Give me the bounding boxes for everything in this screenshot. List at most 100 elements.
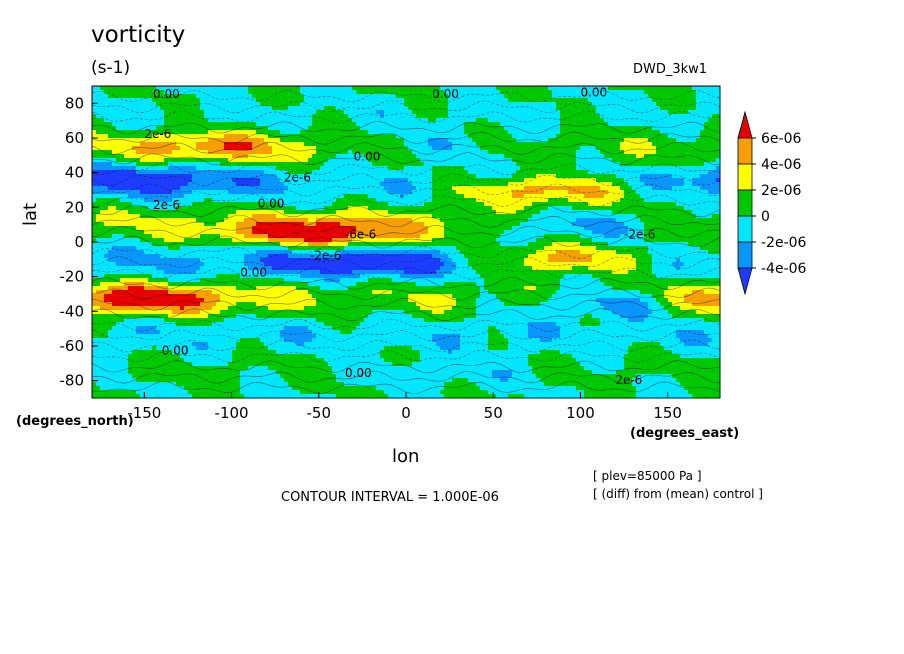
heatmap-cell bbox=[284, 182, 289, 187]
heatmap-cell bbox=[92, 210, 97, 215]
heatmap-cell bbox=[352, 122, 357, 127]
heatmap-cell bbox=[680, 158, 685, 163]
heatmap-cell bbox=[696, 194, 701, 199]
heatmap-cell bbox=[404, 190, 409, 195]
heatmap-cell bbox=[276, 190, 281, 195]
heatmap-cell bbox=[244, 190, 249, 195]
heatmap-cell bbox=[520, 126, 525, 131]
heatmap-cell bbox=[700, 150, 705, 155]
heatmap-cell bbox=[584, 130, 589, 135]
heatmap-cell bbox=[384, 94, 389, 99]
heatmap-cell bbox=[576, 118, 581, 123]
heatmap-cell bbox=[300, 210, 305, 215]
heatmap-cell bbox=[620, 158, 625, 163]
heatmap-cell bbox=[652, 170, 657, 175]
heatmap-cell bbox=[164, 170, 169, 175]
heatmap-cell bbox=[448, 202, 453, 207]
heatmap-cell bbox=[664, 154, 669, 159]
heatmap-cell bbox=[352, 142, 357, 147]
heatmap-cell bbox=[624, 198, 629, 203]
heatmap-cell bbox=[500, 162, 505, 167]
heatmap-cell bbox=[560, 178, 565, 183]
heatmap-cell bbox=[240, 186, 245, 191]
heatmap-cell bbox=[180, 194, 185, 199]
heatmap-cell bbox=[152, 170, 157, 175]
heatmap-cell bbox=[672, 126, 677, 131]
heatmap-cell bbox=[188, 194, 193, 199]
heatmap-cell bbox=[136, 130, 141, 135]
heatmap-cell bbox=[152, 146, 157, 151]
heatmap-cell bbox=[144, 162, 149, 167]
heatmap-cell bbox=[468, 130, 473, 135]
heatmap-cell bbox=[300, 150, 305, 155]
heatmap-cell bbox=[608, 94, 613, 99]
heatmap-cell bbox=[656, 142, 661, 147]
heatmap-cell bbox=[476, 162, 481, 167]
heatmap-cell bbox=[364, 98, 369, 103]
heatmap-cell bbox=[144, 146, 149, 151]
heatmap-cell bbox=[544, 170, 549, 175]
heatmap-cell bbox=[140, 154, 145, 159]
heatmap-cell bbox=[708, 162, 713, 167]
heatmap-cell bbox=[528, 178, 533, 183]
heatmap-cell bbox=[456, 186, 461, 191]
heatmap-cell bbox=[272, 186, 277, 191]
heatmap-cell bbox=[632, 186, 637, 191]
heatmap-cell bbox=[716, 154, 720, 159]
heatmap-cell bbox=[504, 114, 509, 119]
heatmap-cell bbox=[696, 106, 701, 111]
heatmap-cell bbox=[580, 158, 585, 163]
heatmap-cell bbox=[692, 178, 697, 183]
heatmap-cell bbox=[444, 90, 449, 95]
heatmap-cell bbox=[564, 150, 569, 155]
heatmap-cell bbox=[236, 90, 241, 95]
heatmap-cell bbox=[456, 114, 461, 119]
heatmap-cell bbox=[104, 186, 109, 191]
heatmap-cell bbox=[644, 138, 649, 143]
heatmap-cell bbox=[452, 130, 457, 135]
heatmap-cell bbox=[564, 102, 569, 107]
heatmap-cell bbox=[676, 158, 681, 163]
heatmap-cell bbox=[716, 102, 720, 107]
heatmap-cell bbox=[392, 158, 397, 163]
heatmap-cell bbox=[620, 126, 625, 131]
heatmap-cell bbox=[644, 154, 649, 159]
heatmap-cell bbox=[200, 94, 205, 99]
heatmap-cell bbox=[292, 142, 297, 147]
heatmap-cell bbox=[156, 174, 161, 179]
heatmap-cell bbox=[312, 174, 317, 179]
heatmap-cell bbox=[220, 194, 225, 199]
heatmap-cell bbox=[236, 186, 241, 191]
heatmap-cell bbox=[260, 190, 265, 195]
heatmap-cell bbox=[444, 106, 449, 111]
heatmap-cell bbox=[352, 166, 357, 171]
heatmap-cell bbox=[280, 158, 285, 163]
heatmap-cell bbox=[196, 182, 201, 187]
heatmap-cell bbox=[256, 114, 261, 119]
heatmap-cell bbox=[468, 154, 473, 159]
heatmap-cell bbox=[488, 142, 493, 147]
heatmap-cell bbox=[444, 110, 449, 115]
heatmap-cell bbox=[580, 118, 585, 123]
heatmap-cell bbox=[688, 142, 693, 147]
heatmap-cell bbox=[624, 182, 629, 187]
heatmap-cell bbox=[196, 102, 201, 107]
heatmap-cell bbox=[396, 130, 401, 135]
heatmap-cell bbox=[548, 154, 553, 159]
heatmap-cell bbox=[320, 94, 325, 99]
heatmap-cell bbox=[140, 210, 145, 215]
heatmap-cell bbox=[136, 110, 141, 115]
heatmap-cell bbox=[340, 194, 345, 199]
heatmap-cell bbox=[632, 90, 637, 95]
heatmap-cell bbox=[168, 198, 173, 203]
heatmap-cell bbox=[188, 162, 193, 167]
heatmap-cell bbox=[404, 134, 409, 139]
heatmap-cell bbox=[384, 110, 389, 115]
heatmap-cell bbox=[416, 182, 421, 187]
heatmap-cell bbox=[324, 150, 329, 155]
heatmap-cell bbox=[628, 178, 633, 183]
heatmap-cell bbox=[532, 114, 537, 119]
heatmap-cell bbox=[264, 206, 269, 211]
heatmap-cell bbox=[400, 122, 405, 127]
heatmap-cell bbox=[344, 198, 349, 203]
